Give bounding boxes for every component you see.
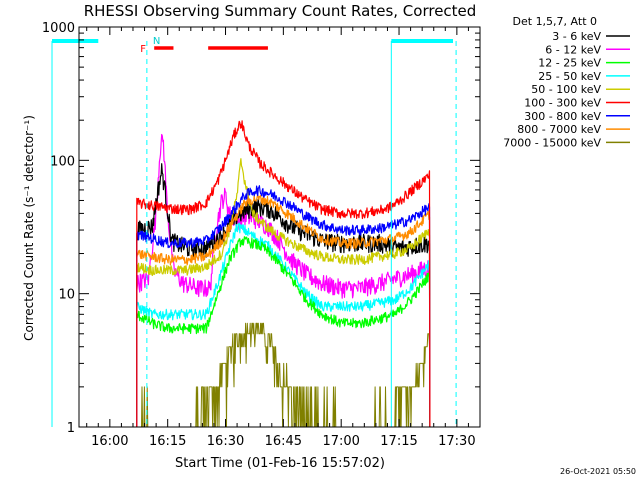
legend-label: 800 - 7000 keV — [517, 123, 601, 136]
series-line — [136, 133, 431, 428]
x-tick-label: 16:15 — [149, 434, 186, 449]
series-line — [136, 236, 431, 428]
legend-label: 25 - 50 keV — [538, 70, 601, 83]
y-tick-label: 1000 — [42, 21, 75, 36]
legend-label: 300 - 800 keV — [524, 110, 601, 123]
chart-title: RHESSI Observing Summary Count Rates, Co… — [84, 2, 477, 20]
x-tick-label: 16:30 — [207, 434, 244, 449]
series-line — [136, 193, 431, 428]
legend-label: 12 - 25 keV — [538, 57, 601, 70]
series-line — [136, 120, 431, 428]
series-line — [136, 185, 431, 428]
x-tick-label: 16:00 — [91, 434, 128, 449]
y-tick-label: 10 — [58, 288, 75, 303]
x-axis-label: Start Time (01-Feb-16 15:57:02) — [175, 456, 385, 471]
legend-label: 100 - 300 keV — [524, 97, 601, 110]
flare-flag-label: F — [140, 44, 146, 55]
series-line — [136, 222, 431, 428]
legend-label: 3 - 6 keV — [552, 30, 601, 43]
night-flag-label: N — [153, 36, 160, 47]
legend-label: 7000 - 15000 keV — [503, 136, 601, 149]
x-tick-label: 17:30 — [438, 434, 475, 449]
series-layer — [136, 120, 431, 428]
series-line — [136, 158, 431, 428]
series-line — [136, 322, 431, 428]
plot-frame — [78, 26, 481, 428]
legend-label: 6 - 12 keV — [545, 43, 601, 56]
x-tick-label: 17:00 — [322, 434, 359, 449]
axes-layer: 1 10 100 1000 16:00 16:15 16:30 16:45 17:00 17:15… — [42, 21, 481, 449]
x-tick-label: 17:15 — [380, 434, 417, 449]
series-line — [136, 163, 431, 428]
y-tick-label: 100 — [50, 154, 75, 169]
x-tick-label: 16:45 — [265, 434, 302, 449]
annotation-layer: FN — [51, 36, 457, 427]
timestamp: 26-Oct-2021 05:50 — [560, 467, 636, 476]
y-axis-label: Corrected Count Rate (s⁻¹ detector⁻¹) — [22, 115, 36, 341]
legend-title: Det 1,5,7, Att 0 — [513, 15, 597, 28]
y-tick-label: 1 — [67, 421, 75, 436]
legend-label: 50 - 100 keV — [531, 83, 601, 96]
